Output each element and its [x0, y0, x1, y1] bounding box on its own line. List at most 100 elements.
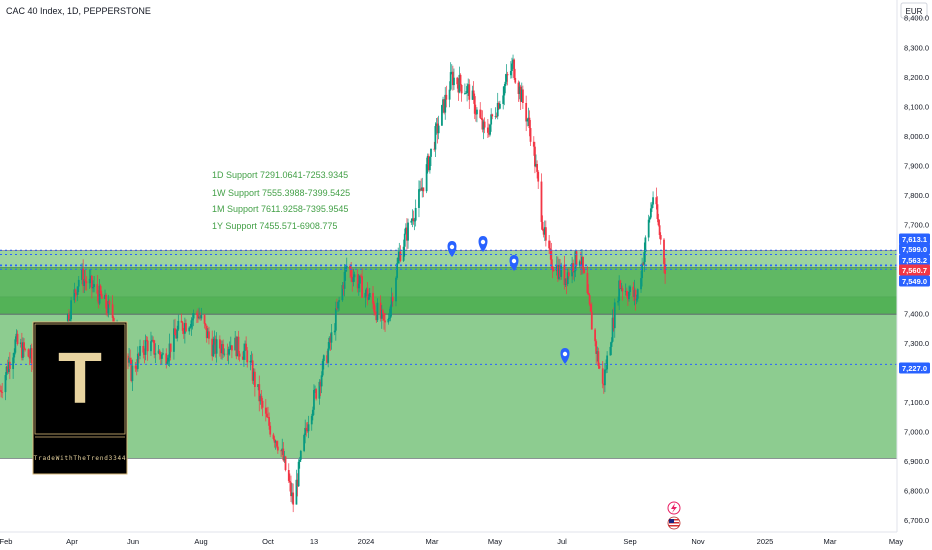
- candle-body: [397, 257, 400, 264]
- candle-body: [642, 263, 645, 265]
- candle-body: [433, 148, 436, 150]
- candle-body: [542, 229, 545, 235]
- candle-body: [435, 123, 438, 127]
- candle-body: [288, 480, 291, 483]
- candle-body: [497, 102, 500, 109]
- candle-body: [81, 268, 83, 280]
- candle-body: [272, 434, 275, 439]
- price-badge: 7,599.0: [899, 243, 930, 255]
- candle-body: [495, 115, 498, 117]
- candle-body: [578, 261, 581, 266]
- candle-body: [425, 164, 428, 192]
- candle-body: [402, 246, 405, 261]
- chart-markers[interactable]: [447, 236, 570, 364]
- candle-body: [450, 71, 453, 73]
- candle-body: [586, 272, 589, 293]
- currency-button[interactable]: [900, 2, 928, 19]
- candle-body: [491, 114, 494, 117]
- map-pin-icon[interactable]: [509, 255, 519, 271]
- candle-body: [617, 300, 619, 303]
- candle-body: [290, 482, 292, 497]
- candle-body: [252, 371, 255, 381]
- candle-body: [205, 325, 208, 339]
- candle-body: [12, 357, 15, 370]
- candle-body: [183, 323, 186, 334]
- time-axis[interactable]: Feb Apr Jun Aug Oct 13 2024 Mar May Jul Sep Nov 2025…: [0, 531, 903, 546]
- candle-body: [575, 251, 578, 266]
- candle-body: [229, 345, 232, 349]
- candle-body: [28, 356, 31, 359]
- y-tick-label: 7,400.0: [904, 309, 929, 318]
- candle-body: [550, 249, 553, 267]
- x-tick-label: Oct: [262, 537, 275, 546]
- candle-body: [241, 356, 244, 360]
- candle-body: [564, 278, 567, 285]
- candle-body: [284, 456, 287, 471]
- candle-body: [529, 128, 532, 142]
- candle-body: [314, 389, 316, 390]
- candle-body: [466, 86, 468, 94]
- candle-body: [634, 290, 637, 301]
- candle-body: [181, 322, 184, 331]
- candle-body: [165, 353, 168, 364]
- candle-body: [200, 315, 203, 319]
- candle-body: [437, 125, 440, 134]
- x-tick-label: May: [488, 537, 502, 546]
- candle-body: [311, 409, 314, 416]
- candle-body: [365, 288, 368, 293]
- candle-body: [655, 197, 658, 205]
- candle-body: [322, 355, 325, 361]
- x-tick-label: Nov: [691, 537, 705, 546]
- candle-body: [152, 339, 155, 341]
- candle-body: [273, 438, 276, 443]
- candle-body: [636, 289, 639, 299]
- candle-body: [644, 237, 647, 252]
- candle-body: [245, 343, 248, 351]
- map-pin-icon[interactable]: [447, 241, 457, 257]
- candle-body: [640, 278, 642, 290]
- candle-body: [368, 292, 371, 298]
- support-zones: [0, 250, 897, 459]
- candle-body: [526, 119, 529, 122]
- candle-body: [389, 306, 392, 318]
- price-axis[interactable]: EUR 8,400.0 8,300.0 8,200.0 8,100.0 8,000.0 7…: [896, 0, 930, 532]
- candle-body: [281, 448, 284, 451]
- candle-body: [282, 448, 285, 461]
- candle-body: [23, 342, 25, 350]
- candle-body: [264, 407, 267, 414]
- candle-body: [89, 275, 92, 279]
- candle-body: [489, 124, 491, 135]
- event-bolt-icon[interactable]: [667, 501, 681, 515]
- candle-body: [304, 427, 307, 436]
- candle-body: [150, 341, 152, 352]
- candle-body: [513, 59, 516, 78]
- support-zone-1y-support: [0, 296, 897, 459]
- x-tick-label: Mar: [824, 537, 837, 546]
- map-pin-icon[interactable]: [560, 348, 570, 364]
- candle-body: [166, 361, 169, 364]
- candle-body: [268, 417, 270, 426]
- y-tick-label: 7,800.0: [904, 191, 929, 200]
- candle-body: [399, 251, 402, 261]
- candle-body: [0, 390, 2, 393]
- candle-body: [552, 269, 555, 272]
- candle-body: [429, 156, 431, 171]
- y-tick-label: 6,900.0: [904, 457, 929, 466]
- candle-body: [237, 336, 240, 354]
- candle-body: [84, 279, 87, 282]
- candle-body: [465, 93, 467, 94]
- candle-body: [494, 115, 497, 117]
- map-pin-icon[interactable]: [478, 236, 488, 252]
- candle-body: [350, 269, 353, 277]
- candle-body: [567, 272, 570, 277]
- candle-body: [374, 311, 377, 314]
- price-badge-label: 7,549.0: [902, 277, 927, 286]
- candle-body: [621, 288, 624, 292]
- candle-body: [261, 400, 264, 408]
- us-flag-icon[interactable]: [667, 516, 681, 530]
- candle-body: [395, 277, 397, 302]
- candle-body: [579, 261, 582, 266]
- candle-body: [291, 492, 293, 497]
- candle-body: [519, 86, 522, 102]
